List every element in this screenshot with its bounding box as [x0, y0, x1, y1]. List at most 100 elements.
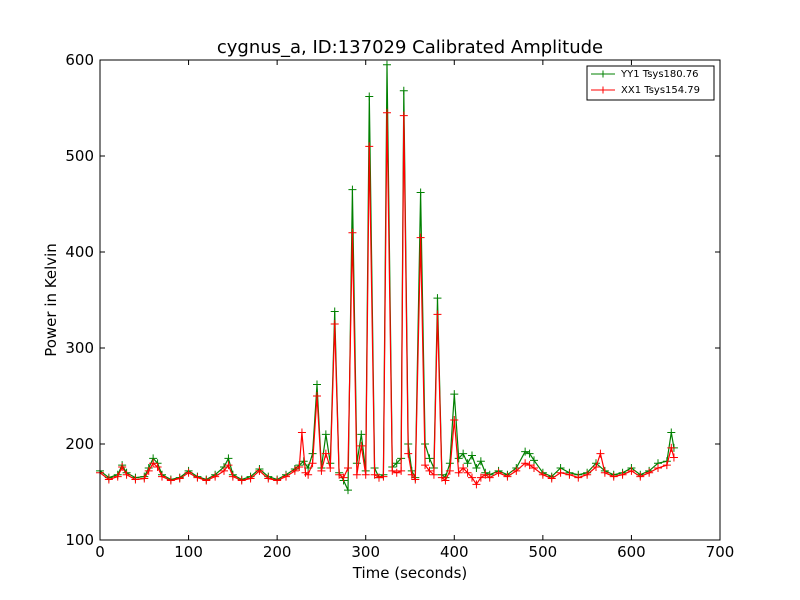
- data-point-0-33: [321, 430, 330, 439]
- data-point-1-6: [140, 474, 149, 483]
- data-point-1-67: [463, 468, 472, 477]
- data-point-1-32: [313, 392, 321, 400]
- data-point-1-84: [583, 470, 592, 479]
- data-point-1-39: [344, 464, 352, 472]
- data-point-1-16: [211, 472, 220, 481]
- data-point-1-2: [113, 472, 122, 481]
- data-point-1-24: [273, 476, 282, 485]
- data-point-1-43: [361, 470, 370, 479]
- data-point-1-7: [144, 466, 153, 475]
- data-point-1-63: [445, 466, 454, 475]
- x-tick-label: 400: [440, 543, 469, 561]
- series-1: [96, 108, 678, 489]
- data-point-1-52: [399, 111, 408, 120]
- data-point-1-78: [530, 464, 538, 472]
- data-point-0-57: [425, 454, 434, 463]
- y-axis-title: Power in Kelvin: [42, 243, 60, 357]
- data-point-0-93: [667, 428, 676, 437]
- data-point-1-76: [521, 459, 530, 468]
- data-point-1-30: [304, 470, 313, 479]
- data-point-1-5: [131, 475, 140, 484]
- legend-marker-xx1: [599, 86, 607, 94]
- data-point-1-54: [407, 470, 416, 479]
- data-point-1-8: [149, 459, 158, 468]
- legend-entry-yy1: YY1 Tsys180.76: [591, 69, 699, 80]
- data-point-0-35: [330, 307, 339, 316]
- data-point-0-43: [365, 92, 374, 101]
- data-point-1-41: [352, 470, 361, 479]
- data-point-1-18: [224, 461, 233, 470]
- data-point-1-10: [158, 472, 166, 481]
- data-point-1-79: [538, 470, 547, 479]
- data-point-1-23: [264, 474, 273, 483]
- data-point-1-47: [379, 472, 388, 481]
- data-point-0-55: [416, 188, 425, 197]
- data-point-1-27: [295, 463, 304, 472]
- data-point-0-66: [463, 459, 472, 468]
- data-point-1-91: [636, 472, 645, 481]
- data-point-0-64: [454, 454, 463, 463]
- data-point-1-72: [485, 473, 494, 482]
- data-point-1-9: [153, 463, 162, 472]
- data-point-1-95: [667, 443, 676, 452]
- data-point-0-49: [392, 459, 401, 468]
- data-point-1-31: [308, 459, 317, 468]
- data-point-0-77: [530, 456, 538, 465]
- data-point-0-38: [344, 486, 352, 495]
- data-point-1-59: [429, 470, 438, 479]
- x-tick-label: 300: [351, 543, 380, 561]
- x-tick-label: 100: [174, 543, 203, 561]
- data-point-1-90: [627, 466, 636, 475]
- data-point-0-65: [459, 449, 468, 458]
- data-point-1-42: [357, 441, 366, 450]
- data-point-0-41: [357, 430, 366, 439]
- y-tick-label: 500: [65, 147, 94, 165]
- data-point-0-75: [521, 447, 530, 456]
- data-point-1-49: [388, 466, 397, 475]
- data-point-1-77: [525, 461, 534, 470]
- data-point-1-58: [425, 466, 434, 475]
- y-tick-label: 600: [65, 51, 94, 69]
- legend: YY1 Tsys180.76 XX1 Tsys154.79: [586, 65, 715, 101]
- data-point-1-94: [662, 461, 671, 470]
- data-point-1-81: [556, 468, 565, 477]
- legend-label-yy1: YY1 Tsys180.76: [620, 69, 699, 80]
- data-point-1-68: [468, 473, 476, 482]
- data-point-1-70: [476, 473, 485, 482]
- data-point-1-12: [175, 474, 184, 483]
- data-point-1-88: [609, 472, 618, 481]
- data-point-1-83: [574, 473, 583, 482]
- x-tick-label: 200: [263, 543, 292, 561]
- data-point-1-82: [565, 470, 574, 479]
- data-point-1-3: [118, 463, 127, 472]
- data-point-1-22: [255, 466, 264, 475]
- data-point-1-48: [382, 108, 391, 117]
- data-point-1-62: [441, 476, 450, 485]
- data-point-1-35: [326, 464, 335, 472]
- data-point-0-63: [450, 390, 459, 399]
- data-point-1-4: [122, 470, 131, 479]
- data-point-1-65: [454, 468, 463, 477]
- data-point-1-1: [104, 475, 113, 484]
- data-point-0-18: [224, 454, 233, 463]
- data-point-1-80: [547, 474, 556, 483]
- legend-box: [586, 65, 715, 101]
- data-point-1-60: [433, 310, 442, 319]
- data-point-1-14: [193, 473, 202, 482]
- data-point-1-21: [246, 474, 255, 483]
- data-point-0-67: [468, 451, 476, 460]
- data-point-1-64: [450, 416, 459, 424]
- plot-series: [96, 60, 678, 495]
- data-point-0-76: [525, 449, 534, 458]
- y-tick-label: 200: [65, 435, 94, 453]
- data-point-1-73: [494, 468, 503, 477]
- data-point-1-13: [184, 468, 193, 477]
- y-tick-label: 100: [65, 531, 94, 549]
- x-tick-label: 500: [529, 543, 558, 561]
- data-point-1-51: [397, 466, 406, 475]
- data-point-1-93: [654, 464, 662, 472]
- x-axis-title: Time (seconds): [352, 564, 468, 582]
- legend-entry-xx1: XX1 Tsys154.79: [591, 85, 700, 96]
